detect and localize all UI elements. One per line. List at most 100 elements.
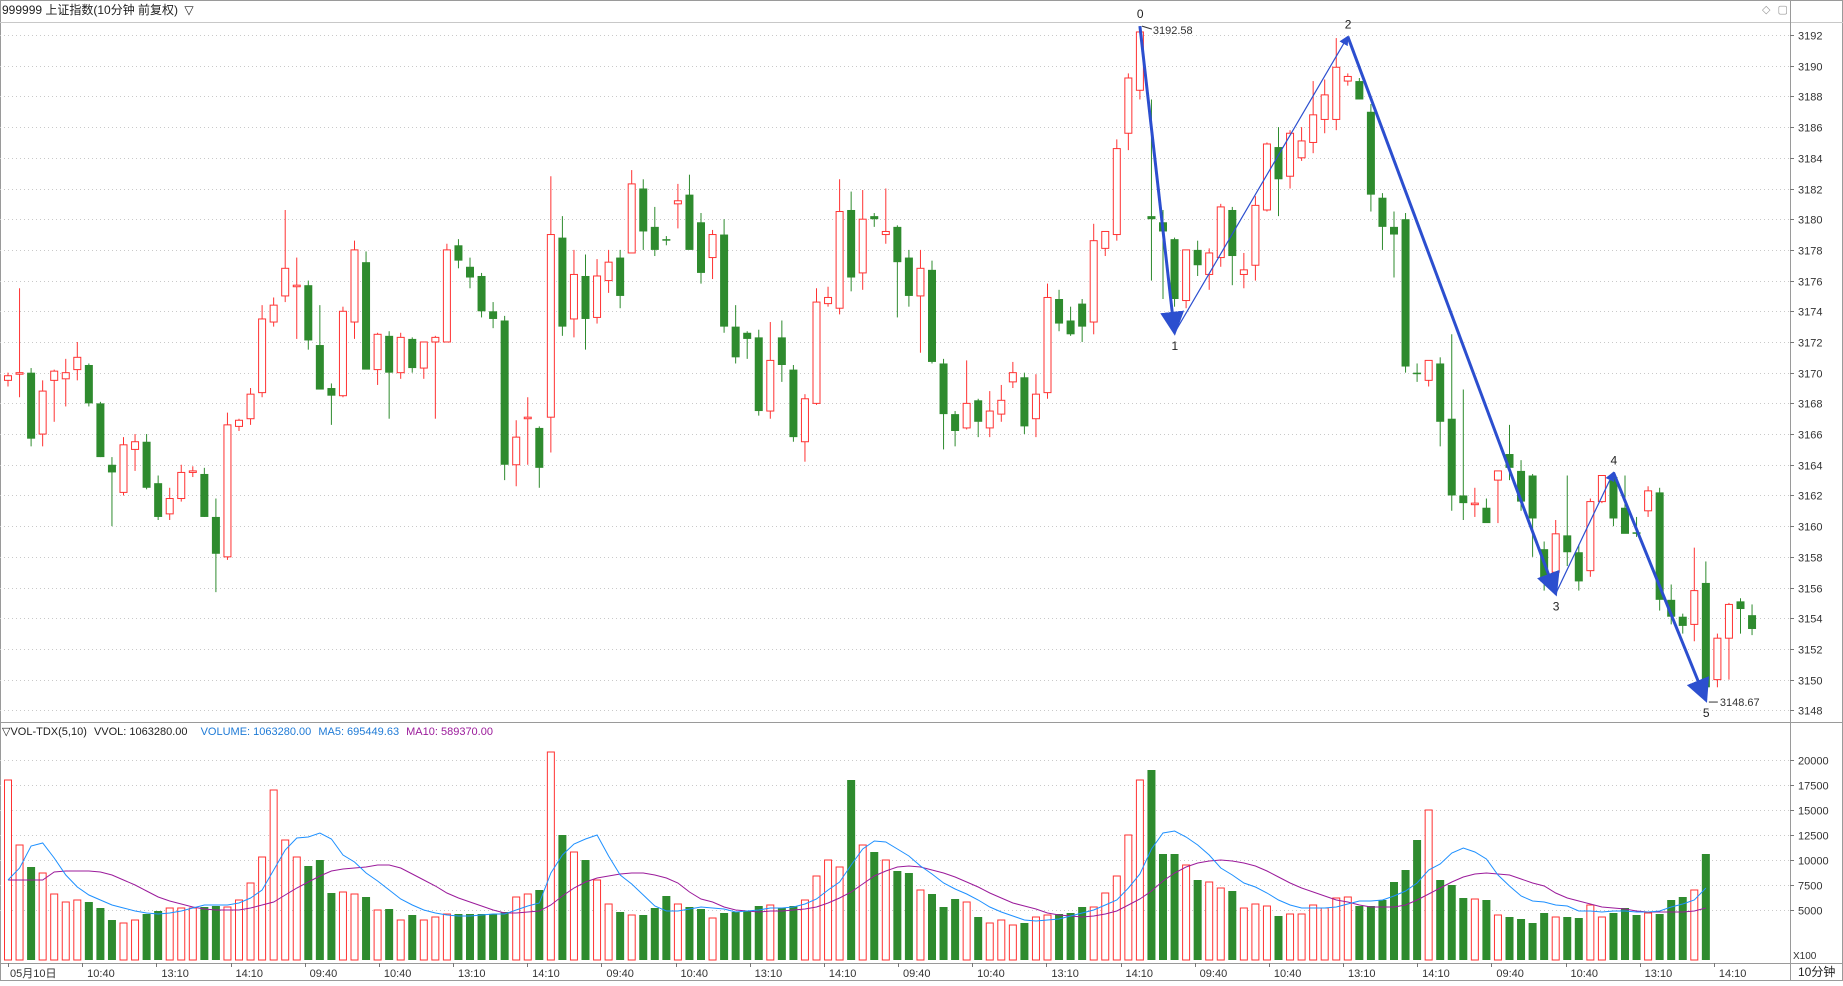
volume-bar-up [235,899,243,961]
wave-line[interactable] [1555,471,1615,594]
volume-bar-up [131,919,140,961]
price-tick-label: 3182 [1798,185,1822,197]
volume-bar-up [1690,889,1699,961]
volume-bar-down [939,907,948,960]
volume-bar-down [789,906,798,960]
volume-bar-down [720,913,729,960]
volume-bar-up [512,896,521,961]
time-tick-label: 09:40 [310,968,338,980]
volume-bar-down [1505,917,1514,960]
candle-up [350,249,359,323]
volume-bar-down [96,908,105,960]
volume-bar-down [1517,919,1526,960]
candle-down [581,275,590,319]
candle-up [4,375,12,381]
volume-bar-down [1563,917,1572,960]
candle-down [754,337,763,412]
volume-bar-up [1205,881,1214,961]
candle-down [893,226,902,263]
candle-down [362,262,371,370]
candle-up [800,398,809,443]
candle-up [1031,393,1040,420]
volume-bar-up [269,789,278,961]
wave-thin-line [1139,26,1176,333]
volume-bar-down [847,780,856,960]
candle-up [1297,140,1306,159]
title-menu-icon[interactable]: ▽ [184,3,194,17]
candle-up [858,218,867,274]
volume-bar-down [731,912,740,960]
candle-down [200,473,209,517]
price-tick-label: 3154 [1798,614,1822,626]
price-tick-label: 3192 [1798,31,1822,43]
volume-bar-up [766,904,775,961]
volume-bar-up [1286,913,1295,961]
volume-bar-up [800,899,809,961]
wave-label: 3 [1553,600,1560,614]
wave-label: 4 [1610,453,1617,467]
volume-bar-down [362,897,371,960]
volume-bar-up [523,893,532,961]
volume-tick-label: 10000 [1798,856,1829,868]
candle-down [1390,226,1398,235]
volume-bar-up [1043,914,1052,961]
candle-down [1748,615,1757,629]
volume-bar-down [1655,914,1664,960]
volume-bar-down [1436,880,1445,960]
candle-up [812,301,821,404]
price-tick-label: 3158 [1798,553,1822,565]
volume-bar-down [1528,923,1537,960]
candle-down [1678,616,1687,626]
volume-bar-down [107,920,116,960]
candle-down [974,400,983,422]
volume-bar-down [304,866,313,960]
candle-up [1112,148,1121,236]
volume-bar-up [1135,779,1144,961]
candle-up [177,471,186,500]
candle-up [1205,252,1214,275]
wave-label: 1 [1172,339,1179,353]
candle-up [1182,249,1191,302]
chart-title[interactable]: 999999 上证指数(10分钟 前复权) ▽ [2,3,194,17]
candle-down [96,403,105,458]
high-price-label: 3192.58 [1153,25,1193,37]
volume-bar-up [1320,907,1329,961]
volume-bar-up [50,893,59,961]
volume-bar-down [1390,882,1398,960]
price-tick-label: 3152 [1798,645,1822,657]
candle-up [1286,132,1295,177]
volume-bar-down [327,893,336,960]
wave-line[interactable] [1174,35,1349,334]
maximize-icon[interactable]: ▢ [1777,4,1788,16]
candle-down [1055,299,1064,324]
candle-down [1609,477,1618,519]
volume-bar-down [1193,880,1202,960]
candle-up [1089,240,1098,323]
candle-down [154,483,163,517]
volume-bar-up [1112,875,1121,961]
volume-bar-down [1066,913,1075,960]
volume-bar-down [1147,770,1156,960]
volume-bar-up [61,901,70,961]
volume-bar-down [650,908,659,960]
candle-down [1655,492,1664,600]
volume-bar-up [1101,892,1110,961]
candle-up [1332,66,1341,120]
volume-unit-label: X100 [1793,951,1817,962]
candle-up [1343,75,1352,82]
volume-tick-label: 20000 [1798,756,1829,768]
wave-label: 0 [1137,7,1144,21]
volume-bar-up [1239,907,1248,961]
time-tick-label: 14:10 [1719,968,1747,980]
period-button[interactable]: 10分钟 [1798,965,1836,979]
volume-bar-down [466,914,474,960]
volume-bar-up [1124,834,1133,961]
volume-bar-down [477,914,486,960]
volume-indicator-title[interactable]: ▽VOL-TDX(5,10) [2,726,87,738]
volume-bar-up [1644,912,1653,961]
candle-up [188,470,197,473]
candle-down [1482,507,1491,524]
restore-icon[interactable]: ◇ [1762,4,1771,16]
